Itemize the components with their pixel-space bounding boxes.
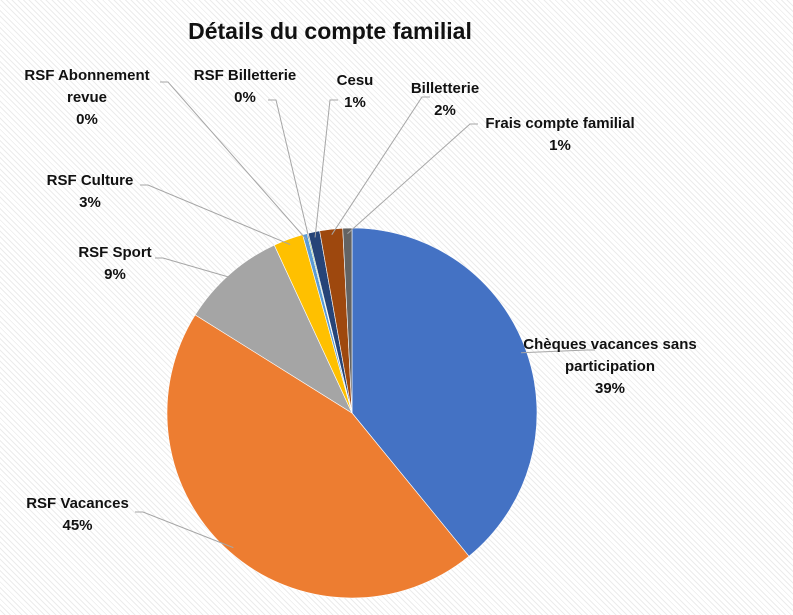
leader-line-0 — [521, 349, 595, 354]
data-label-rsf-sport: RSF Sport 9% — [78, 244, 152, 283]
data-label-rsf-vacances: RSF Vacances 45% — [26, 495, 129, 534]
data-label-rsf-abonnement: RSF Abonnement revue 0% — [24, 67, 150, 128]
data-label-rsf-billetterie: RSF Billetterie 0% — [193, 67, 297, 106]
leader-line-5 — [268, 99, 310, 239]
pie-slice-2 — [194, 244, 353, 414]
data-label-rsf-culture: RSF Culture 3% — [46, 172, 134, 211]
data-label-cesu: Cesu 1% — [336, 72, 374, 111]
leader-line-1 — [135, 511, 234, 549]
leader-line-3 — [140, 184, 291, 246]
leader-line-7 — [331, 96, 430, 235]
leader-line-2 — [155, 257, 234, 279]
pie-slice-0 — [351, 227, 538, 557]
data-label-billetterie: Billetterie 2% — [410, 80, 480, 119]
pie-slice-8 — [342, 227, 353, 414]
pie-slice-1 — [166, 314, 470, 599]
leader-line-6 — [314, 99, 338, 238]
chart-title: Détails du compte familial — [188, 18, 472, 44]
data-label-cheques: Chèques vacances sans participation 39% — [523, 336, 697, 397]
leader-line-8 — [347, 123, 478, 234]
data-label-frais: Frais compte familial 1% — [485, 115, 635, 154]
leader-line-4 — [160, 81, 307, 240]
